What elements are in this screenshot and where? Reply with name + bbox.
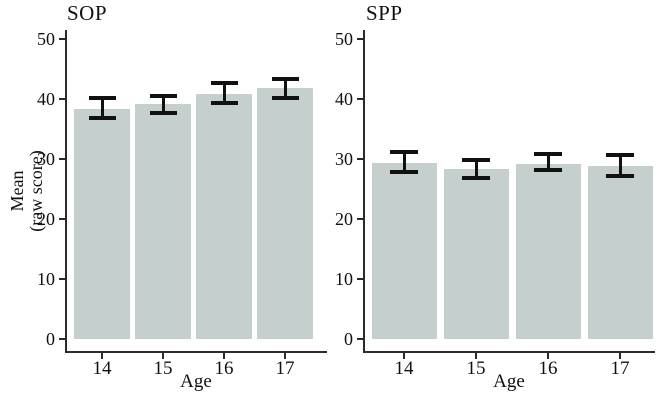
y-tick-label-30: 30 <box>335 149 353 169</box>
y-tick-mark-40 <box>59 98 65 100</box>
error-bar-top-cap-age-15 <box>149 94 177 98</box>
error-bar-line-age-17 <box>618 154 622 176</box>
bar-age-14 <box>74 109 130 339</box>
x-tick-mark-17 <box>619 353 621 359</box>
error-bar-line-age-15 <box>474 159 478 178</box>
sop-x-axis-line <box>65 351 327 353</box>
sop-plot-area: 14 15 16 17 0 10 20 30 40 50 <box>37 29 327 379</box>
spp-chart-title: SPP <box>366 1 403 25</box>
error-bar-top-cap-age-14 <box>88 96 116 101</box>
y-tick-mark-10 <box>59 278 65 280</box>
error-bar-top-cap-age-16 <box>534 151 562 156</box>
x-tick-label-14: 14 <box>394 358 414 379</box>
error-bar-bottom-cap-age-17 <box>271 96 299 101</box>
error-bar-top-cap-age-15 <box>462 157 490 162</box>
error-bar-bottom-cap-age-15 <box>149 111 177 116</box>
x-tick-label-14: 14 <box>92 358 112 379</box>
y-tick-label-20: 20 <box>37 209 55 229</box>
x-tick-label-16: 16 <box>538 358 558 379</box>
bar-age-16 <box>515 163 581 339</box>
y-tick-mark-20 <box>357 218 363 220</box>
error-bar-line-age-15 <box>161 96 165 114</box>
error-bar-bottom-cap-age-16 <box>534 167 562 172</box>
y-tick-mark-50 <box>59 38 65 40</box>
y-tick-label-10: 10 <box>335 269 353 289</box>
bar-age-17 <box>257 88 313 339</box>
y-tick-mark-20 <box>59 218 65 220</box>
error-bar-top-cap-age-16 <box>210 81 238 86</box>
error-bar-top-cap-age-17 <box>271 76 299 81</box>
bar-age-17 <box>587 166 653 339</box>
y-tick-mark-10 <box>357 278 363 280</box>
sop-x-axis-title: Age <box>180 371 212 392</box>
bar-age-15 <box>135 104 191 339</box>
error-bar-line-age-17 <box>283 78 287 99</box>
y-tick-mark-30 <box>357 158 363 160</box>
x-tick-label-16: 16 <box>214 358 234 379</box>
y-tick-mark-0 <box>357 338 363 340</box>
x-tick-mark-17 <box>284 353 286 359</box>
error-bar-line-age-16 <box>546 153 550 170</box>
error-bar-line-age-14 <box>402 152 406 172</box>
y-tick-label-40: 40 <box>37 89 55 109</box>
bar-age-15 <box>443 168 509 339</box>
y-tick-label-50: 50 <box>335 29 353 49</box>
y-tick-mark-50 <box>357 38 363 40</box>
sop-y-axis-line <box>65 30 67 353</box>
x-tick-mark-15 <box>162 353 164 359</box>
y-tick-label-30: 30 <box>37 149 55 169</box>
spp-plot-area: 14 15 16 17 0 10 20 30 40 50 <box>335 29 655 379</box>
error-bar-bottom-cap-age-17 <box>606 173 634 178</box>
spp-x-axis-title: Age <box>493 371 525 392</box>
error-bar-bottom-cap-age-14 <box>88 116 116 121</box>
y-tick-label-0: 0 <box>344 329 353 349</box>
x-tick-mark-15 <box>475 353 477 359</box>
x-tick-label-17: 17 <box>610 358 630 379</box>
x-tick-mark-14 <box>101 353 103 359</box>
x-tick-mark-16 <box>223 353 225 359</box>
y-tick-mark-0 <box>59 338 65 340</box>
bar-age-14 <box>371 163 437 339</box>
x-tick-label-15: 15 <box>466 358 486 379</box>
y-tick-mark-30 <box>59 158 65 160</box>
bar-age-16 <box>196 93 252 339</box>
x-tick-label-15: 15 <box>153 358 173 379</box>
spp-y-axis-line <box>363 30 365 353</box>
error-bar-bottom-cap-age-16 <box>210 100 238 105</box>
error-bar-top-cap-age-14 <box>390 150 418 155</box>
error-bar-bottom-cap-age-15 <box>462 175 490 180</box>
spp-x-axis-line <box>363 351 655 353</box>
y-tick-label-0: 0 <box>46 329 55 349</box>
y-tick-label-10: 10 <box>37 269 55 289</box>
x-tick-mark-14 <box>403 353 405 359</box>
y-tick-label-40: 40 <box>335 89 353 109</box>
error-bar-line-age-14 <box>100 98 104 119</box>
sop-chart-title: SOP <box>67 1 108 25</box>
y-tick-mark-40 <box>357 98 363 100</box>
error-bar-bottom-cap-age-14 <box>390 169 418 174</box>
error-bar-top-cap-age-17 <box>606 152 634 157</box>
x-tick-label-17: 17 <box>275 358 295 379</box>
x-tick-mark-16 <box>547 353 549 359</box>
y-tick-label-20: 20 <box>335 209 353 229</box>
error-bar-line-age-16 <box>222 83 226 103</box>
y-tick-label-50: 50 <box>37 29 55 49</box>
